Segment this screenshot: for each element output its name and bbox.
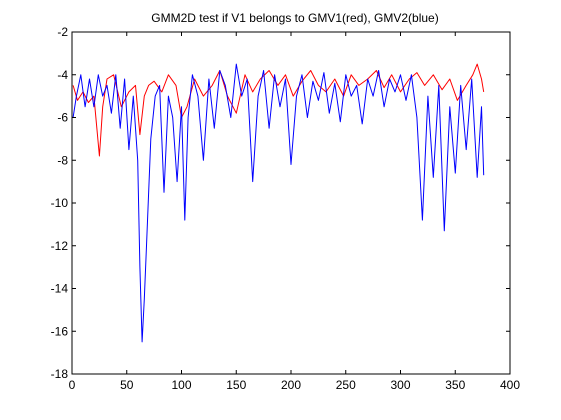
y-tick-label: -6: [57, 111, 68, 125]
x-tick-label: 0: [69, 378, 76, 392]
plot-frame: [71, 31, 511, 375]
x-tick-label: 50: [120, 378, 134, 392]
x-tick-label: 200: [281, 378, 301, 392]
y-tick-label: -2: [57, 25, 68, 39]
x-tick-label: 400: [500, 378, 520, 392]
x-tick-label: 150: [226, 378, 246, 392]
series-line-2: [72, 63, 485, 343]
y-tick-label: -12: [51, 239, 69, 253]
y-tick-label: -10: [51, 196, 69, 210]
x-tick-label: 350: [445, 378, 465, 392]
y-tick-label: -16: [51, 324, 69, 338]
y-axis: -2 -4 -6 -8 -10 -12 -14 -16 -18: [51, 25, 510, 381]
x-tick-label: 300: [390, 378, 410, 392]
x-tick-label: 250: [336, 378, 356, 392]
x-tick-label: 100: [171, 378, 191, 392]
y-tick-label: -4: [57, 68, 68, 82]
series-line-1: [72, 63, 485, 157]
y-tick-label: -18: [51, 367, 69, 381]
y-tick-label: -8: [57, 153, 68, 167]
series-layer: [72, 63, 485, 343]
y-tick-label: -14: [51, 282, 69, 296]
x-axis: 0 50 100 150 200 250 300 350 400: [69, 32, 520, 392]
chart-title: GMM2D test if V1 belongs to GMV1(red), G…: [151, 11, 438, 25]
